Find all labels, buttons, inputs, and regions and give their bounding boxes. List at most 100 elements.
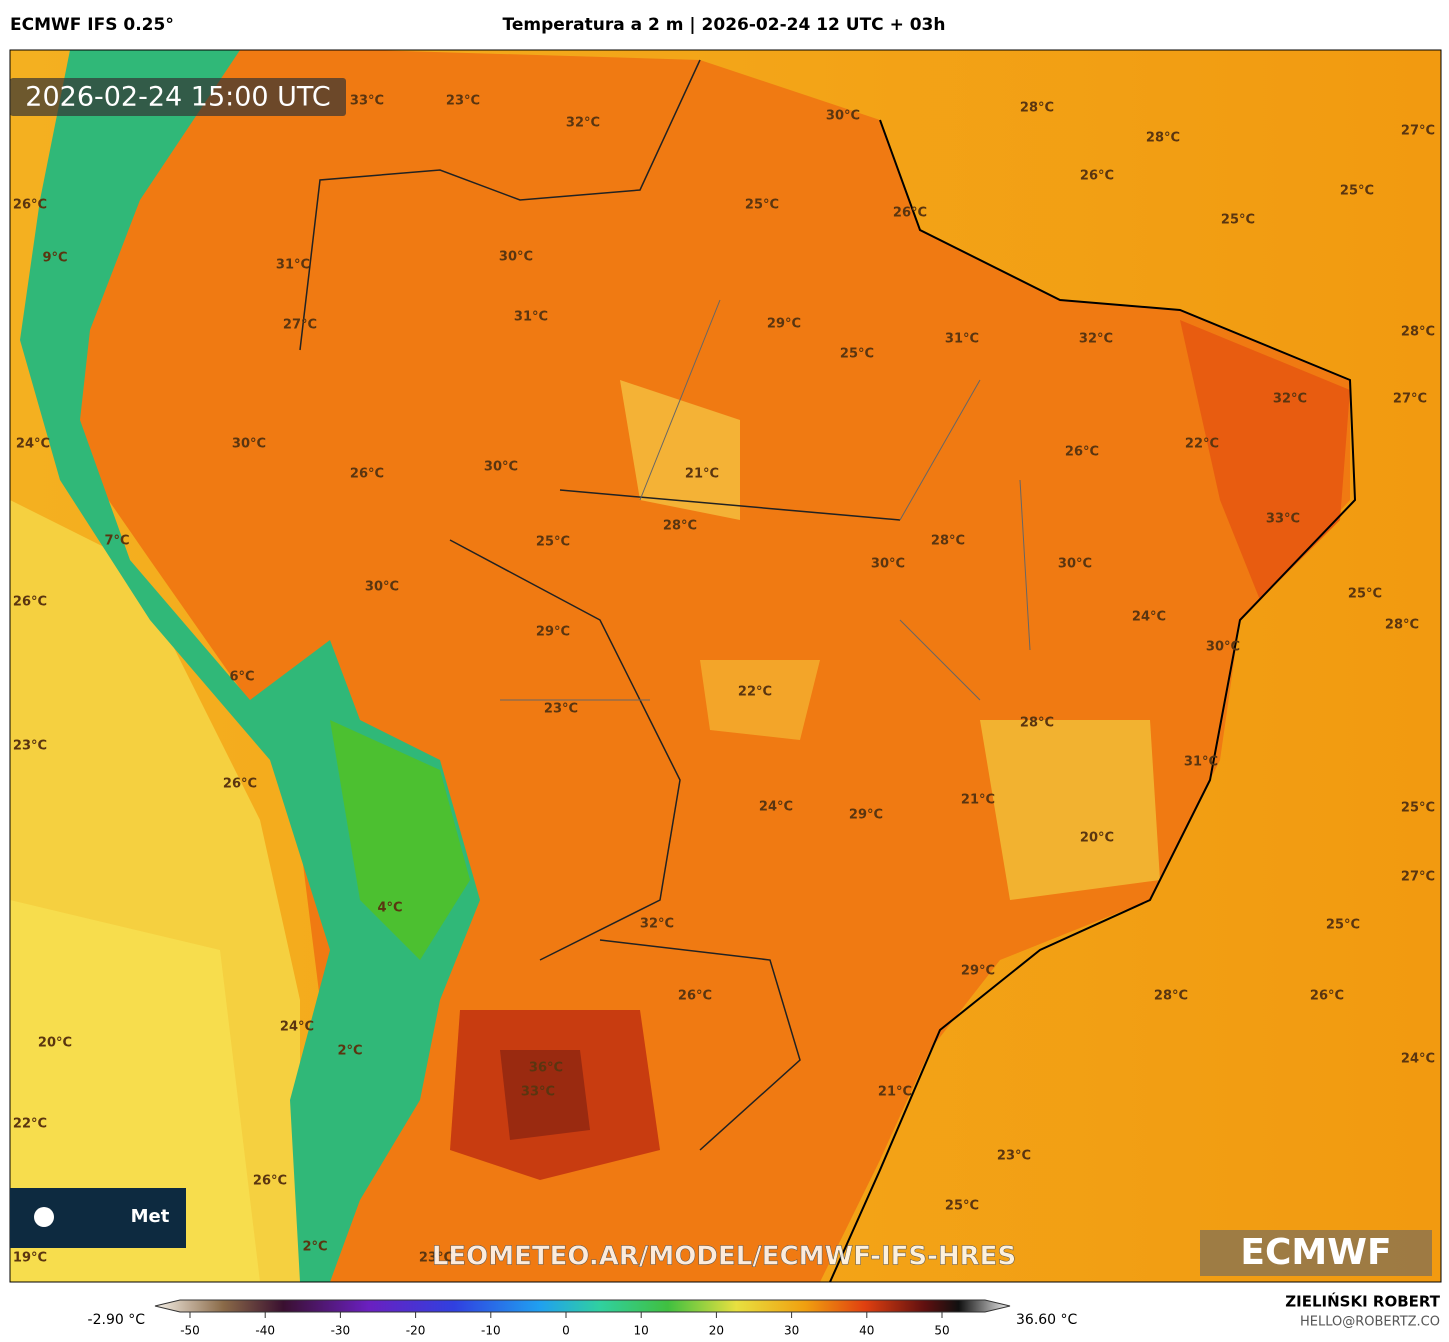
- timestamp-box: [10, 78, 346, 116]
- temperature-label: 26°C: [350, 467, 384, 482]
- temperature-label: 25°C: [840, 347, 874, 362]
- temperature-label: 28°C: [1154, 989, 1188, 1004]
- temperature-label: 24°C: [1132, 610, 1166, 625]
- temperature-label: 36°C: [529, 1061, 563, 1076]
- temperature-label: 19°C: [13, 1251, 47, 1266]
- temperature-label: 30°C: [499, 250, 533, 265]
- temperature-label: 33°C: [521, 1085, 555, 1100]
- logo-box: [1200, 1230, 1432, 1276]
- temperature-label: 26°C: [1310, 989, 1344, 1004]
- temperature-label: 25°C: [745, 198, 779, 213]
- temperature-label: 23°C: [544, 702, 578, 717]
- temperature-label: 25°C: [1221, 213, 1255, 228]
- colorbar-tick-label: 30: [784, 1324, 799, 1338]
- colorbar-min: -2.90 °C: [88, 1312, 146, 1328]
- temperature-label: 23°C: [446, 94, 480, 109]
- model-name: ECMWF IFS 0.25°: [10, 15, 174, 35]
- temperature-label: 30°C: [871, 557, 905, 572]
- temperature-label: 32°C: [566, 116, 600, 131]
- colorbar-tick-label: -50: [180, 1324, 200, 1338]
- temperature-label: 32°C: [640, 917, 674, 932]
- temperature-label: 33°C: [350, 94, 384, 109]
- temperature-label: 30°C: [826, 109, 860, 124]
- temperature-label: 9°C: [42, 251, 67, 266]
- badge-text: Met: [131, 1206, 170, 1227]
- temperature-label: 25°C: [1340, 184, 1374, 199]
- temperature-label: 31°C: [945, 332, 979, 347]
- temperature-label: 21°C: [685, 467, 719, 482]
- temperature-label: 28°C: [1020, 101, 1054, 116]
- temperature-label: 2°C: [302, 1240, 327, 1255]
- temperature-label: 4°C: [377, 901, 402, 916]
- sun-icon: [34, 1207, 54, 1227]
- temperature-label: 30°C: [365, 580, 399, 595]
- temperature-label: 25°C: [1401, 801, 1435, 816]
- logo: ECMWF: [1240, 1232, 1391, 1273]
- colorbar-tick-label: 40: [859, 1324, 874, 1338]
- temperature-label: 21°C: [878, 1085, 912, 1100]
- temperature-label: 6°C: [229, 670, 254, 685]
- temperature-label: 20°C: [38, 1036, 72, 1051]
- temperature-label: 28°C: [663, 519, 697, 534]
- temperature-label: 28°C: [1385, 618, 1419, 633]
- timestamp: 2026-02-24 15:00 UTC: [25, 82, 330, 113]
- temperature-label: 2°C: [337, 1044, 362, 1059]
- temperature-label: 26°C: [678, 989, 712, 1004]
- credit-name: ZIELIŃSKI ROBERT: [1285, 1292, 1440, 1311]
- temperature-label: 32°C: [1079, 332, 1113, 347]
- temperature-label: 26°C: [1065, 445, 1099, 460]
- temperature-label: 27°C: [283, 318, 317, 333]
- temperature-label: 33°C: [1266, 512, 1300, 527]
- colorbar-tick-label: -10: [481, 1324, 501, 1338]
- temperature-label: 30°C: [232, 437, 266, 452]
- colorbar-tick-label: -30: [331, 1324, 351, 1338]
- temperature-label: 24°C: [1401, 1052, 1435, 1067]
- temperature-label: 21°C: [961, 793, 995, 808]
- temperature-label: 22°C: [13, 1117, 47, 1132]
- colorbar-tick-label: 10: [634, 1324, 649, 1338]
- temperature-label: 25°C: [945, 1199, 979, 1214]
- temperature-label: 24°C: [16, 437, 50, 452]
- temperature-label: 23°C: [997, 1149, 1031, 1164]
- colorbar-tick-label: -20: [406, 1324, 426, 1338]
- temperature-label: 27°C: [1393, 392, 1427, 407]
- watermark: LEOMETEO.AR/MODEL/ECMWF-IFS-HRES: [432, 1242, 1016, 1272]
- temperature-label: 26°C: [223, 777, 257, 792]
- colorbar-tick-label: 50: [934, 1324, 949, 1338]
- temperature-label: 29°C: [536, 625, 570, 640]
- temperature-label: 30°C: [1206, 640, 1240, 655]
- temperature-label: 28°C: [1146, 131, 1180, 146]
- temperature-label: 28°C: [1020, 716, 1054, 731]
- temperature-label: 25°C: [1326, 918, 1360, 933]
- temperature-label: 22°C: [1185, 437, 1219, 452]
- temperature-label: 29°C: [767, 317, 801, 332]
- temperature-label: 25°C: [1348, 587, 1382, 602]
- temperature-label: 26°C: [253, 1174, 287, 1189]
- colorbar: [154, 1299, 1011, 1313]
- colorbar-ticks: -50 -40 -30 -20 -10 0 10 20 30 40 50: [180, 1312, 950, 1338]
- temperature-label: 23°C: [13, 739, 47, 754]
- map-title: Temperatura a 2 m | 2026-02-24 12 UTC + …: [503, 15, 946, 35]
- temperature-label: 25°C: [536, 535, 570, 550]
- temperature-label: 26°C: [13, 198, 47, 213]
- temperature-label: 32°C: [1273, 392, 1307, 407]
- temperature-label: 28°C: [1401, 325, 1435, 340]
- temperature-label: 30°C: [484, 460, 518, 475]
- temperature-label: 26°C: [893, 206, 927, 221]
- temperature-label: 24°C: [280, 1020, 314, 1035]
- temperature-label: 27°C: [1401, 870, 1435, 885]
- credit-email: HELLO@ROBERTZ.CO: [1300, 1315, 1440, 1330]
- temperature-label: 24°C: [759, 800, 793, 815]
- temperature-label: 23°C: [419, 1251, 453, 1266]
- map-area: 33°C 23°C 32°C 30°C 28°C 28°C 27°C 26°C 25°C 25°C…: [10, 50, 1441, 1282]
- temperature-label: 27°C: [1401, 124, 1435, 139]
- colorbar-tick-label: 0: [562, 1324, 570, 1338]
- temperature-label: 31°C: [1184, 755, 1218, 770]
- temperature-label: 26°C: [1080, 169, 1114, 184]
- temperature-label: 29°C: [961, 964, 995, 979]
- temperature-label: 30°C: [1058, 557, 1092, 572]
- colorbar-tick-label: 20: [709, 1324, 724, 1338]
- temperature-label: 20°C: [1080, 831, 1114, 846]
